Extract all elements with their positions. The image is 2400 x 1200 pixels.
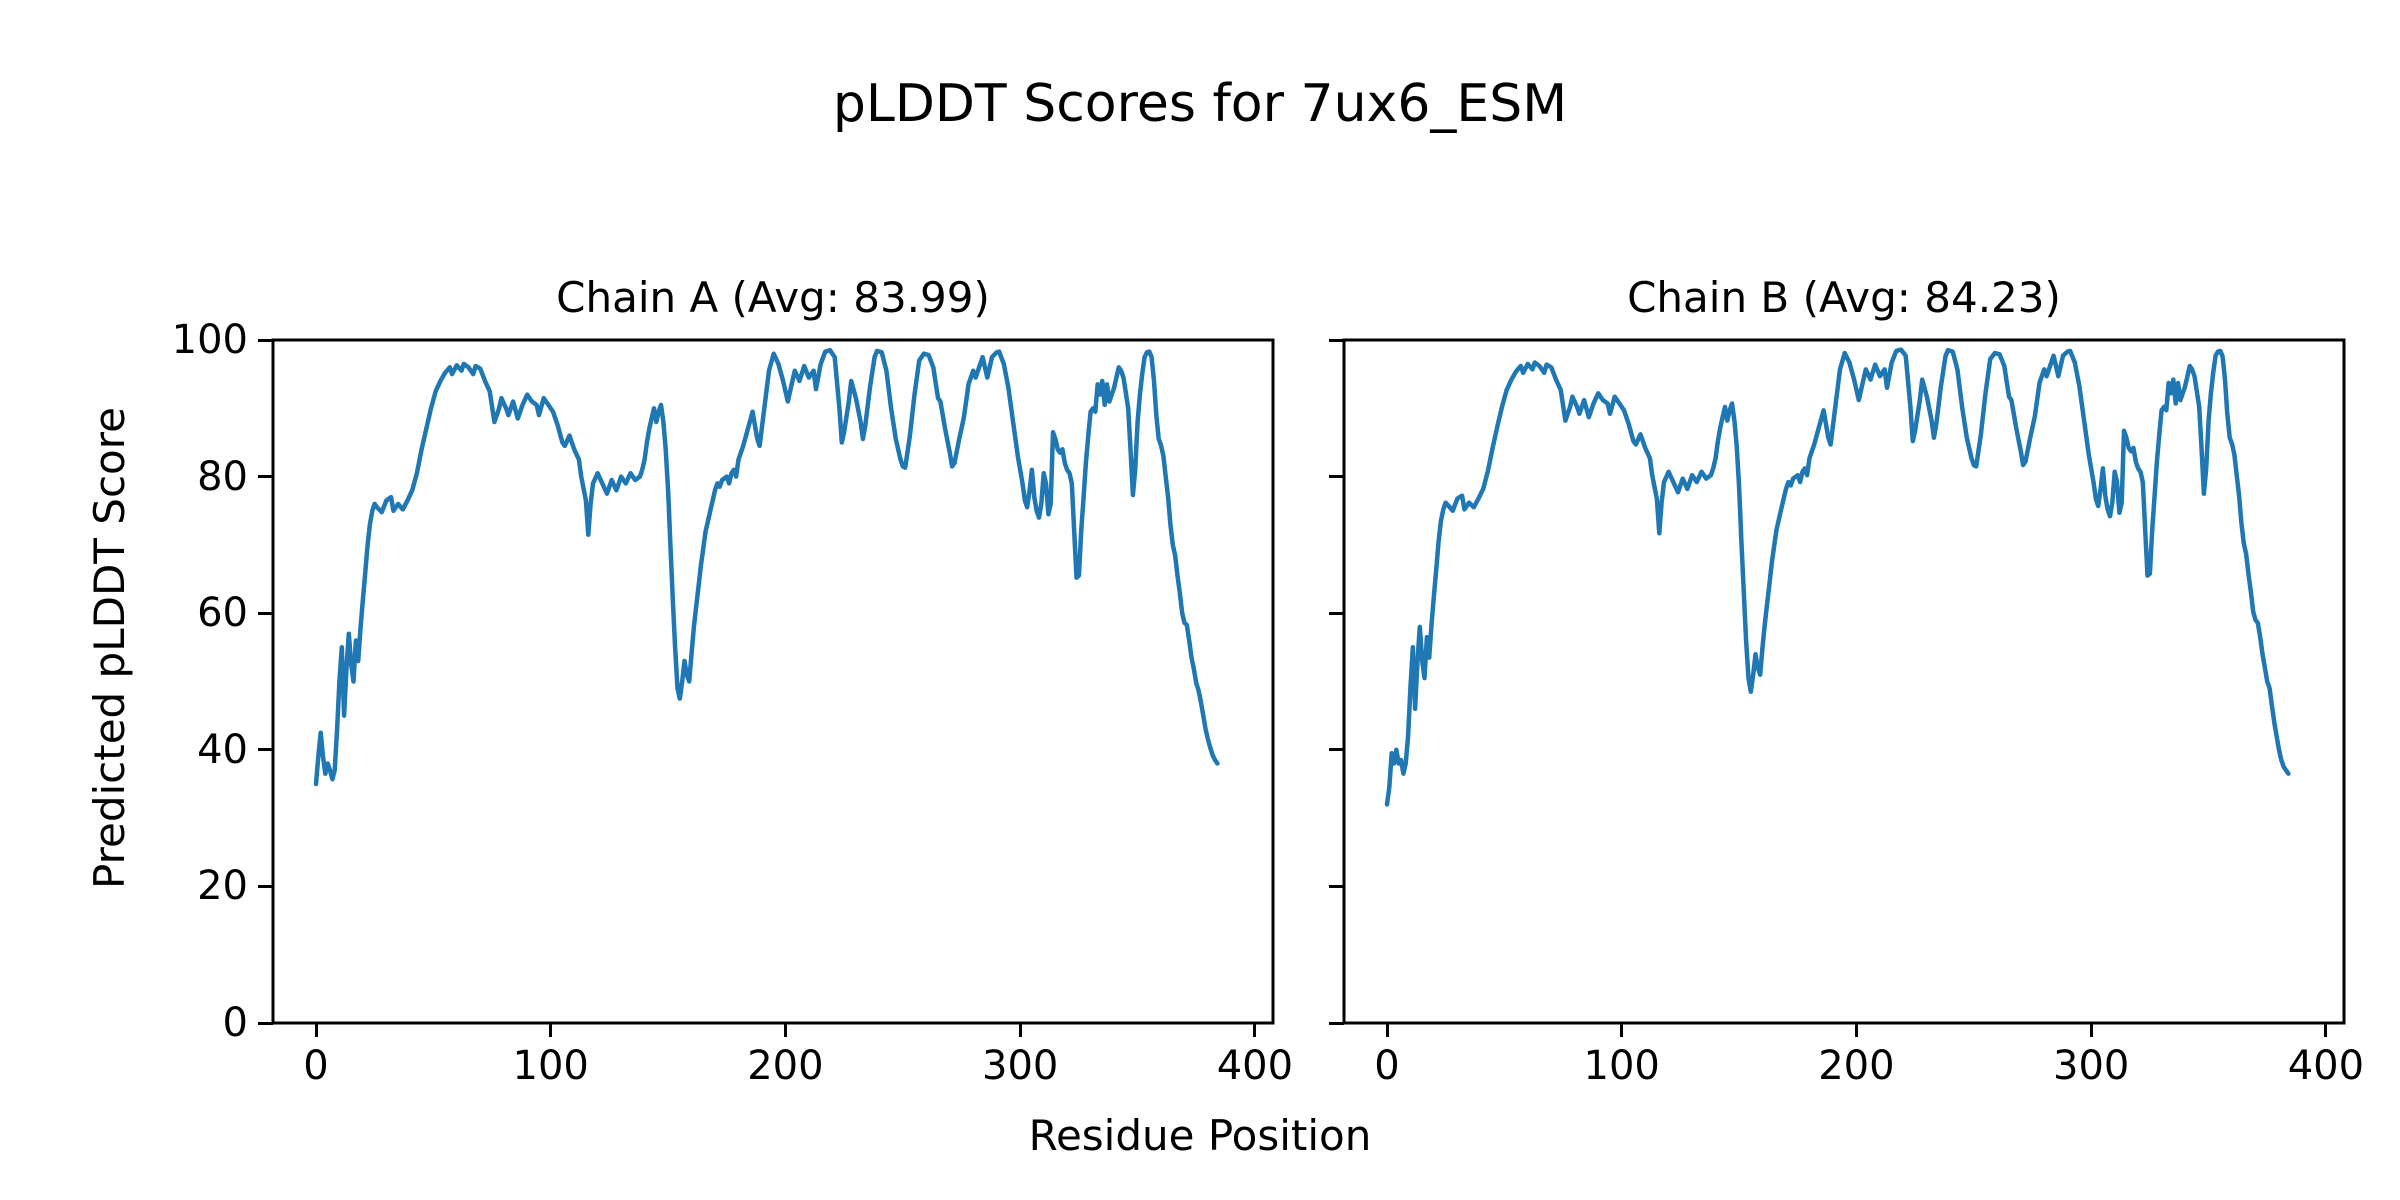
y-tick-mark bbox=[1329, 884, 1344, 888]
x-tick-mark bbox=[1854, 1022, 1858, 1037]
chain-a-subplot-title: Chain A (Avg: 83.99) bbox=[556, 273, 990, 322]
y-tick-mark bbox=[258, 475, 273, 479]
chain-b-subplot: Chain B (Avg: 84.23) 0 100 200 300 400 bbox=[1329, 274, 2364, 1088]
chain-a-axes-box bbox=[271, 338, 1275, 1025]
x-tick-mark bbox=[314, 1022, 318, 1037]
y-tick-mark bbox=[258, 611, 273, 615]
chain-b-axes-box bbox=[1342, 338, 2346, 1025]
x-axis-label: Residue Position bbox=[1028, 1111, 1372, 1160]
chain-b-subplot-title: Chain B (Avg: 84.23) bbox=[1627, 273, 2061, 322]
y-tick-label: 100 bbox=[171, 317, 248, 363]
y-tick-mark bbox=[1329, 475, 1344, 479]
x-tick-mark bbox=[2324, 1022, 2328, 1037]
x-tick-label: 300 bbox=[2053, 1043, 2130, 1089]
x-tick-mark bbox=[1018, 1022, 1022, 1037]
y-tick-mark bbox=[1329, 1021, 1344, 1025]
x-tick-label: 300 bbox=[982, 1043, 1059, 1089]
x-tick-label: 100 bbox=[512, 1043, 589, 1089]
x-tick-mark bbox=[1620, 1022, 1624, 1037]
y-tick-label: 20 bbox=[197, 863, 248, 910]
figure-title: pLDDT Scores for 7ux6_ESM bbox=[832, 74, 1568, 134]
y-tick-mark bbox=[258, 884, 273, 888]
x-tick-label: 0 bbox=[1374, 1043, 1400, 1089]
x-tick-mark bbox=[549, 1022, 553, 1037]
y-tick-mark bbox=[1329, 611, 1344, 615]
y-axis-label: Predicted pLDDT Score bbox=[85, 407, 134, 889]
x-tick-mark bbox=[1385, 1022, 1389, 1037]
y-tick-mark bbox=[258, 338, 273, 342]
chain-b-plddt-line bbox=[1384, 347, 2291, 807]
y-tick-mark bbox=[1329, 748, 1344, 752]
x-tick-mark bbox=[1253, 1022, 1257, 1037]
y-tick-label: 40 bbox=[197, 726, 248, 773]
y-tick-mark bbox=[258, 748, 273, 752]
chain-b-axes bbox=[1342, 338, 2346, 1025]
x-tick-label: 200 bbox=[747, 1043, 824, 1089]
chain-a-subplot: Chain A (Avg: 83.99) 0 100 200 300 400 0 20 40 6… bbox=[172, 274, 1293, 1089]
x-tick-label: 400 bbox=[2287, 1043, 2365, 1089]
y-tick-label: 0 bbox=[222, 1000, 248, 1046]
x-tick-label: 0 bbox=[303, 1043, 329, 1089]
y-tick-mark bbox=[1329, 338, 1344, 342]
x-tick-mark bbox=[783, 1022, 787, 1037]
y-tick-label: 60 bbox=[197, 590, 248, 637]
chain-a-axes bbox=[271, 338, 1275, 1025]
x-tick-label: 400 bbox=[1216, 1043, 1294, 1089]
x-tick-mark bbox=[2089, 1022, 2093, 1037]
y-tick-label: 80 bbox=[197, 453, 248, 500]
y-tick-mark bbox=[258, 1021, 273, 1025]
x-tick-label: 200 bbox=[1818, 1043, 1895, 1089]
x-tick-label: 100 bbox=[1583, 1043, 1660, 1089]
chain-a-plddt-line bbox=[313, 347, 1220, 787]
